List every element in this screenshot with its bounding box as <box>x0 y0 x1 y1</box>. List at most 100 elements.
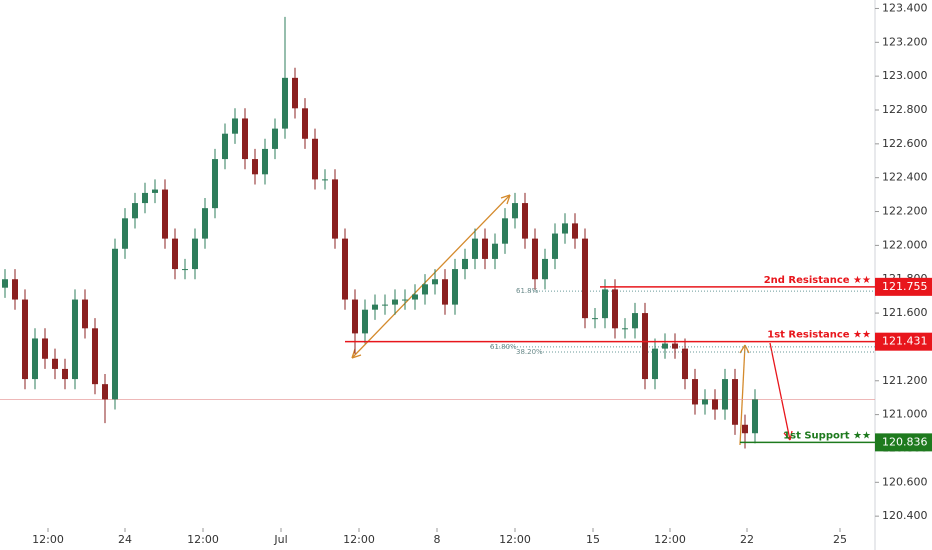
x-tick-label: 12:00 <box>654 533 686 546</box>
candle-body <box>252 159 258 175</box>
arrow-head <box>351 194 511 359</box>
fib-label: 61.8% <box>516 287 539 295</box>
arrow-head <box>739 344 750 354</box>
candle-body <box>502 218 508 244</box>
fib-label: 38.20% <box>516 348 543 356</box>
candle-body <box>222 133 228 160</box>
candle-body <box>52 358 58 369</box>
candle-body <box>332 179 338 239</box>
arrow-head <box>783 430 793 441</box>
level-name: 2nd Resistance ★★ <box>764 275 871 286</box>
candle-body <box>72 299 78 380</box>
y-tick-label: 123.200 <box>882 35 928 48</box>
candle-body <box>552 233 558 259</box>
y-tick-label: 122.000 <box>882 238 928 251</box>
y-tick-label: 120.600 <box>882 475 928 488</box>
candle-body <box>172 238 178 270</box>
candle-body <box>242 118 248 160</box>
candle-body <box>372 304 378 310</box>
y-tick-label: 121.000 <box>882 408 928 421</box>
arrows <box>351 194 793 446</box>
candle-body <box>642 313 648 380</box>
y-tick-label: 122.200 <box>882 205 928 218</box>
candle-body <box>262 148 268 175</box>
level-tag <box>875 433 932 452</box>
candle-body <box>672 343 678 349</box>
x-tick-label: 25 <box>833 533 847 546</box>
candle-body <box>492 243 498 259</box>
candle-body <box>722 379 728 410</box>
x-tick-label: Jul <box>273 533 287 546</box>
candle-body <box>612 289 618 329</box>
candle-body <box>692 379 698 405</box>
candle-body <box>442 279 448 305</box>
x-tick-label: 22 <box>740 533 754 546</box>
candle-body <box>312 138 318 180</box>
candle-body <box>432 279 438 285</box>
y-tick-label: 123.400 <box>882 1 928 14</box>
candle-body <box>42 338 48 359</box>
candle-body <box>302 108 308 139</box>
x-tick-label: 12:00 <box>187 533 219 546</box>
level-tag <box>875 332 932 351</box>
candle-body <box>682 348 688 380</box>
candle-body <box>152 189 158 193</box>
candle-body <box>282 77 288 129</box>
level-name: 1st Support ★★ <box>783 430 871 441</box>
candle-body <box>342 238 348 300</box>
candle-body <box>742 424 748 434</box>
candle-body <box>522 203 528 239</box>
candle-body <box>632 313 638 329</box>
candle-body <box>132 203 138 219</box>
level-name: 1st Resistance ★★ <box>767 330 871 341</box>
level-value: 121.755 <box>882 280 928 293</box>
candle-body <box>112 248 118 400</box>
y-tick-label: 123.000 <box>882 69 928 82</box>
y-tick-label: 120.400 <box>882 509 928 522</box>
candle-body <box>482 238 488 259</box>
candle-body <box>452 269 458 305</box>
candle-body <box>272 128 278 149</box>
candle-body <box>572 223 578 239</box>
candle-body <box>122 218 128 249</box>
candle-body <box>162 189 168 239</box>
candle-body <box>92 328 98 385</box>
arrow <box>739 344 746 446</box>
candle-body <box>82 299 88 329</box>
fib-label: 61.80% <box>490 343 517 351</box>
candle-body <box>462 258 468 270</box>
y-tick-label: 122.600 <box>882 137 928 150</box>
x-tick-label: 12:00 <box>32 533 64 546</box>
candle-body <box>732 379 738 425</box>
y-tick-label: 121.200 <box>882 374 928 387</box>
level-tag <box>875 277 932 296</box>
candle-body <box>702 399 708 405</box>
candle-body <box>22 299 28 380</box>
candle-body <box>32 338 38 380</box>
candle-body <box>352 299 358 334</box>
y-tick-label: 122.800 <box>882 103 928 116</box>
candle-body <box>192 238 198 270</box>
candle-body <box>382 304 388 306</box>
candle-body <box>622 328 628 330</box>
candle-body <box>592 318 598 320</box>
x-tick-label: 15 <box>586 533 600 546</box>
arrow <box>351 194 511 359</box>
candle-body <box>412 294 418 300</box>
candle-body <box>322 179 328 181</box>
x-tick-label: 8 <box>434 533 441 546</box>
candle-body <box>142 192 148 204</box>
x-tick-label: 12:00 <box>343 533 375 546</box>
arrow <box>769 342 791 441</box>
candle-body <box>182 269 188 271</box>
x-tick-label: 24 <box>118 533 132 546</box>
candle-body <box>602 289 608 319</box>
candle-body <box>12 279 18 300</box>
candle-body <box>542 258 548 280</box>
candle-body <box>752 399 758 434</box>
x-tick-label: 12:00 <box>499 533 531 546</box>
candle-body <box>362 309 368 334</box>
y-tick-label: 121.600 <box>882 306 928 319</box>
candle-body <box>2 279 8 288</box>
